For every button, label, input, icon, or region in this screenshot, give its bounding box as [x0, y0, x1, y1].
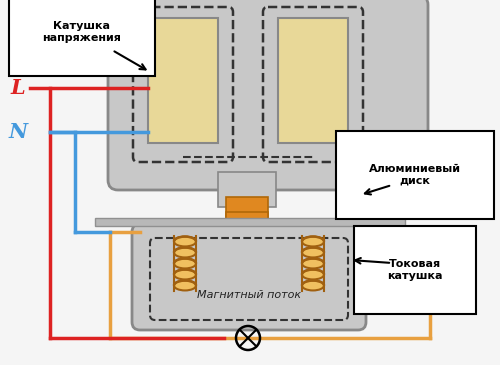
Text: Катушка
напряжения: Катушка напряжения: [42, 21, 121, 43]
Ellipse shape: [302, 258, 324, 268]
Ellipse shape: [174, 281, 196, 291]
Text: N: N: [8, 122, 28, 142]
Bar: [95, 218, 405, 226]
Ellipse shape: [302, 247, 324, 257]
Text: Алюминиевый
диск: Алюминиевый диск: [369, 164, 461, 186]
Ellipse shape: [302, 269, 324, 280]
Ellipse shape: [174, 269, 196, 280]
Bar: [226, 197, 268, 219]
Bar: [226, 212, 268, 222]
Ellipse shape: [174, 247, 196, 257]
Text: L: L: [10, 78, 26, 98]
FancyBboxPatch shape: [132, 224, 366, 330]
Text: Магнитный поток: Магнитный поток: [197, 290, 301, 300]
Bar: [218, 172, 276, 207]
Ellipse shape: [174, 258, 196, 268]
Ellipse shape: [302, 237, 324, 246]
Bar: [278, 18, 348, 143]
Ellipse shape: [174, 237, 196, 246]
Ellipse shape: [302, 281, 324, 291]
Bar: [148, 18, 218, 143]
Text: Токовая
катушка: Токовая катушка: [387, 259, 443, 281]
FancyBboxPatch shape: [108, 0, 428, 190]
